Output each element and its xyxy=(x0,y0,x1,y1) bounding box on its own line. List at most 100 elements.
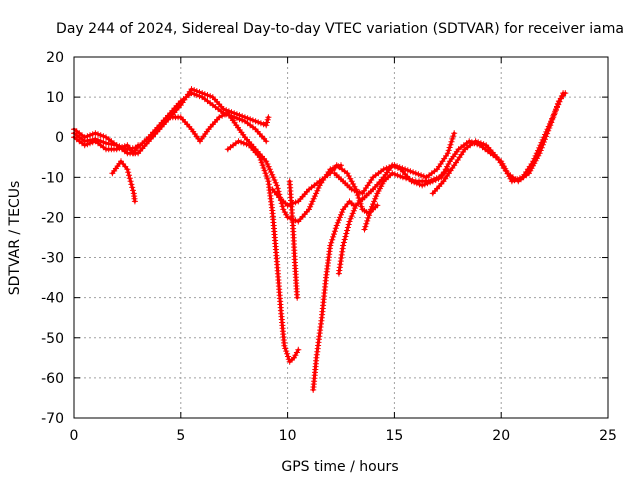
data-point-marker xyxy=(84,141,91,148)
data-point-marker xyxy=(81,142,88,149)
data-point-marker xyxy=(333,222,340,229)
data-point-marker xyxy=(552,108,559,115)
data-point-marker xyxy=(269,171,276,178)
data-point-marker xyxy=(126,175,133,182)
data-point-marker xyxy=(233,111,240,118)
data-point-marker xyxy=(344,170,351,177)
data-point-marker xyxy=(87,140,93,147)
data-point-marker xyxy=(244,115,251,122)
data-point-marker xyxy=(539,141,546,148)
series-trace-13 xyxy=(431,91,567,195)
data-point-marker xyxy=(407,168,414,175)
data-point-marker xyxy=(412,170,419,177)
data-point-marker xyxy=(196,89,203,96)
data-point-marker xyxy=(275,188,282,195)
data-point-marker xyxy=(410,169,417,176)
data-point-marker xyxy=(334,219,341,226)
data-point-marker xyxy=(373,193,380,200)
data-point-marker xyxy=(348,178,355,185)
data-point-marker xyxy=(330,233,337,240)
data-point-marker xyxy=(447,141,454,148)
data-point-marker xyxy=(260,121,267,128)
data-point-marker xyxy=(191,87,198,94)
data-point-marker xyxy=(129,184,136,191)
data-point-marker xyxy=(256,154,263,161)
data-point-marker xyxy=(341,236,348,243)
data-point-marker xyxy=(404,167,411,174)
data-point-marker xyxy=(92,130,99,137)
data-point-marker xyxy=(383,165,390,172)
data-point-marker xyxy=(472,138,479,145)
data-point-marker xyxy=(133,144,140,151)
data-point-marker xyxy=(281,209,288,216)
data-point-marker xyxy=(347,175,354,182)
data-point-marker xyxy=(307,203,314,210)
data-point-marker xyxy=(403,175,410,182)
data-point-marker xyxy=(545,127,552,134)
y-tick-label: -10 xyxy=(41,170,64,186)
data-point-marker xyxy=(89,139,96,146)
data-point-marker xyxy=(128,181,135,188)
axes: 0 5 10 15 20 25 20 10 0 -10 -20 -30 -40 -50 -60 -70 xyxy=(41,50,617,444)
data-point-marker xyxy=(448,138,455,145)
data-point-marker xyxy=(345,221,352,228)
data-point-marker xyxy=(284,350,291,357)
data-series xyxy=(71,86,569,393)
data-point-marker xyxy=(554,100,561,107)
data-point-marker xyxy=(241,114,248,121)
data-point-marker xyxy=(282,345,289,352)
data-point-marker xyxy=(235,138,242,145)
data-point-marker xyxy=(314,187,321,194)
data-point-marker xyxy=(339,209,346,216)
data-point-marker xyxy=(313,190,320,197)
data-point-marker xyxy=(446,144,453,151)
data-point-marker xyxy=(231,110,238,117)
data-point-marker xyxy=(430,176,437,183)
data-point-marker xyxy=(294,294,301,301)
y-tick-label: -40 xyxy=(41,291,64,307)
data-point-marker xyxy=(480,141,487,148)
data-point-marker xyxy=(315,185,322,191)
data-point-marker xyxy=(367,209,373,216)
data-point-marker xyxy=(394,163,401,170)
data-point-marker xyxy=(420,173,427,180)
data-point-marker xyxy=(284,214,291,221)
data-point-marker xyxy=(264,175,271,182)
data-point-marker xyxy=(223,107,230,114)
data-point-marker xyxy=(306,206,312,213)
x-tick-label: 25 xyxy=(599,428,617,444)
y-tick-label: 20 xyxy=(46,50,64,66)
data-point-marker xyxy=(450,133,457,140)
data-point-marker xyxy=(264,161,271,167)
data-point-marker xyxy=(255,119,262,126)
data-point-marker xyxy=(415,171,422,178)
data-point-marker xyxy=(428,177,435,184)
data-point-marker xyxy=(367,206,374,213)
data-point-marker xyxy=(364,217,371,224)
data-point-marker xyxy=(238,139,245,146)
data-point-marker xyxy=(273,182,280,189)
data-point-marker xyxy=(81,134,88,141)
data-point-marker xyxy=(350,181,357,187)
data-point-marker xyxy=(418,172,425,179)
data-point-marker xyxy=(550,114,557,121)
data-point-marker xyxy=(124,166,131,173)
data-point-marker xyxy=(355,195,362,201)
data-point-marker xyxy=(406,176,413,183)
data-point-marker xyxy=(263,122,270,129)
data-point-marker xyxy=(380,166,387,173)
data-point-marker xyxy=(551,111,558,118)
data-point-marker xyxy=(388,163,395,170)
data-point-marker xyxy=(356,189,363,196)
data-point-marker xyxy=(258,159,265,166)
data-point-marker xyxy=(289,200,296,207)
data-point-marker xyxy=(358,203,365,210)
y-tick-label: -30 xyxy=(41,251,64,267)
data-point-marker xyxy=(445,147,452,154)
data-point-marker xyxy=(350,207,357,214)
data-point-marker xyxy=(113,146,120,153)
data-point-marker xyxy=(130,150,137,157)
data-point-marker xyxy=(207,93,214,100)
x-tick-label: 10 xyxy=(279,428,297,444)
